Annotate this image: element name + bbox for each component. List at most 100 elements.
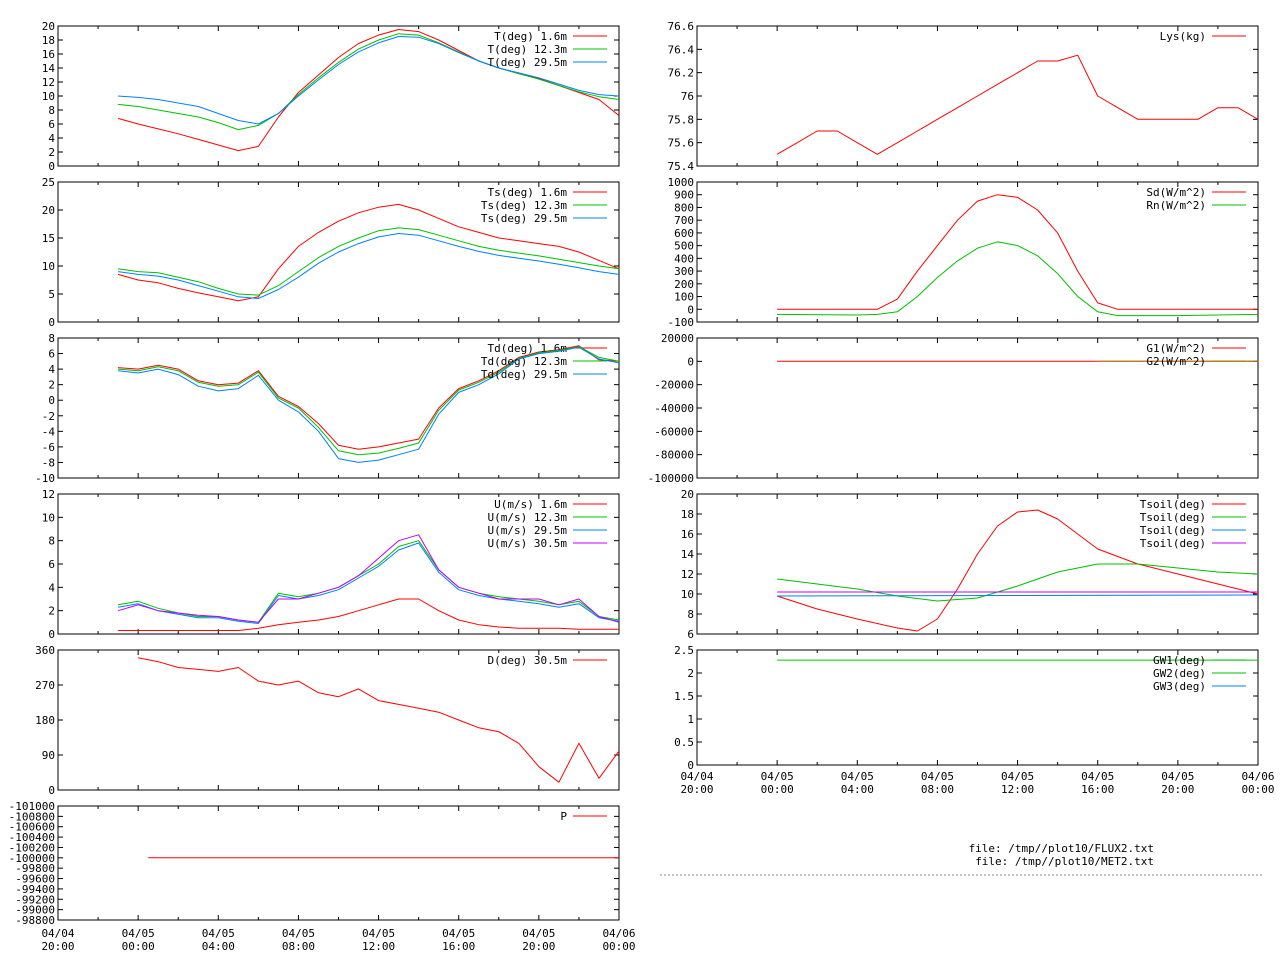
x-tick-label-time: 20:00 [680,783,713,796]
y-tick-label: 14 [681,548,695,561]
y-tick-label: 700 [674,214,694,227]
y-tick-label: 25 [42,176,55,189]
y-tick-label: 8 [48,104,55,117]
x-tick-label-date: 04/05 [1161,770,1194,783]
y-tick-label: -80000 [654,449,694,462]
legend-label: G2(W/m^2) [1146,355,1206,368]
y-tick-label: 0 [48,394,55,407]
y-tick-label: 1 [687,713,694,726]
y-tick-label: 6 [48,118,55,131]
y-tick-label: 10 [42,260,55,273]
y-tick-label: 75.8 [668,113,695,126]
x-tick-label-date: 04/05 [522,927,555,940]
y-tick-label: -100000 [9,852,55,865]
x-tick-label-date: 04/05 [761,770,794,783]
legend-label: Tsoil(deg) [1140,537,1206,550]
y-tick-label: -100400 [9,831,55,844]
y-tick-label: 0 [48,784,55,797]
x-tick-label-time: 00:00 [602,940,635,953]
y-tick-label: 5 [48,288,55,301]
y-tick-label: 90 [42,749,55,762]
y-tick-label: -4 [42,425,56,438]
series-line-t-1 [118,33,620,131]
x-tick-label-time: 08:00 [282,940,315,953]
y-tick-label: 8 [48,332,55,345]
y-tick-label: 180 [35,714,55,727]
y-tick-label: 10 [42,511,55,524]
x-tick-label-date: 04/05 [1001,770,1034,783]
legend-label: G1(W/m^2) [1146,342,1206,355]
series-line-tsoil-0 [776,509,1259,632]
y-tick-label: -99400 [15,883,55,896]
y-tick-label: -20000 [654,379,694,392]
y-tick-label: 500 [674,240,694,253]
y-tick-label: 18 [42,34,55,47]
x-tick-label-time: 00:00 [1241,783,1274,796]
y-tick-label: 75.6 [668,137,695,150]
x-tick-label-time: 20:00 [41,940,74,953]
series-line-ts-1 [118,227,620,296]
x-tick-label-date: 04/05 [921,770,954,783]
y-tick-label: 14 [42,62,56,75]
legend-label: Ts(deg) 12.3m [481,199,567,212]
x-tick-label-date: 04/06 [1241,770,1274,783]
y-tick-label: -98800 [15,914,55,927]
y-tick-label: 2 [687,667,694,680]
series-line-lys-0 [776,54,1259,155]
y-tick-label: 8 [687,608,694,621]
y-tick-label: 12 [681,568,694,581]
x-tick-label-time: 08:00 [921,783,954,796]
y-tick-label: 16 [42,48,55,61]
legend-label: D(deg) 30.5m [488,654,568,667]
y-tick-label: 0 [48,628,55,641]
x-tick-label-date: 04/05 [282,927,315,940]
chart-frame [57,805,620,921]
y-tick-label: 2 [48,379,55,392]
y-tick-label: -100600 [9,821,55,834]
y-tick-label: 6 [48,558,55,571]
y-tick-label: 1.5 [674,690,694,703]
x-tick-label-time: 04:00 [841,783,874,796]
y-tick-label: 10 [42,90,55,103]
file-caption: file: /tmp//plot10/FLUX2.txt [969,842,1154,855]
legend-label: Td(deg) 1.6m [488,342,568,355]
legend-label: U(m/s) 29.5m [488,524,568,537]
x-tick-label-time: 12:00 [1001,783,1034,796]
series-line-td-2 [118,346,620,463]
y-tick-label: -2 [42,410,55,423]
x-tick-label-time: 16:00 [442,940,475,953]
legend-label: Tsoil(deg) [1140,511,1206,524]
x-tick-label-date: 04/04 [41,927,74,940]
y-tick-label: 76.6 [668,20,695,33]
legend-label: Tsoil(deg) [1140,498,1206,511]
series-line-ts-2 [118,233,620,299]
legend-label: Ts(deg) 29.5m [481,212,567,225]
legend-label: Lys(kg) [1160,30,1206,43]
series-line-u-2 [118,542,620,624]
legend-label: Tsoil(deg) [1140,524,1206,537]
series-line-t-0 [117,29,620,152]
y-tick-label: 600 [674,227,694,240]
y-tick-label: 12 [42,76,55,89]
legend-label: Sd(W/m^2) [1146,186,1206,199]
y-tick-label: -6 [42,441,55,454]
series-line-d-0 [138,657,620,783]
y-tick-label: 900 [674,189,694,202]
y-tick-label: -100000 [648,472,694,485]
y-tick-label: 0 [48,160,55,173]
x-tick-label-time: 12:00 [362,940,395,953]
chart-g: -100000 -80000 -60000 -40000 -20000 0 20000 G1(… [648,332,1259,485]
y-tick-label: 1000 [668,176,695,189]
series-line-ts-0 [117,203,620,302]
chart-gw: 0 0.5 1 1.5 2 2.5 GW1(deg)GW2(deg)GW3(deg) [674,644,1259,772]
y-tick-label: 20 [42,204,55,217]
y-tick-label: 100 [674,291,694,304]
file-caption: file: /tmp//plot10/MET2.txt [975,855,1154,868]
y-tick-label: -100800 [9,810,55,823]
y-tick-label: 12 [42,488,55,501]
legend-label: U(m/s) 12.3m [488,511,568,524]
legend-label: T(deg) 1.6m [494,30,567,43]
x-tick-label-date: 04/05 [1081,770,1114,783]
y-tick-label: 0.5 [674,736,694,749]
y-tick-label: 20 [42,20,55,33]
